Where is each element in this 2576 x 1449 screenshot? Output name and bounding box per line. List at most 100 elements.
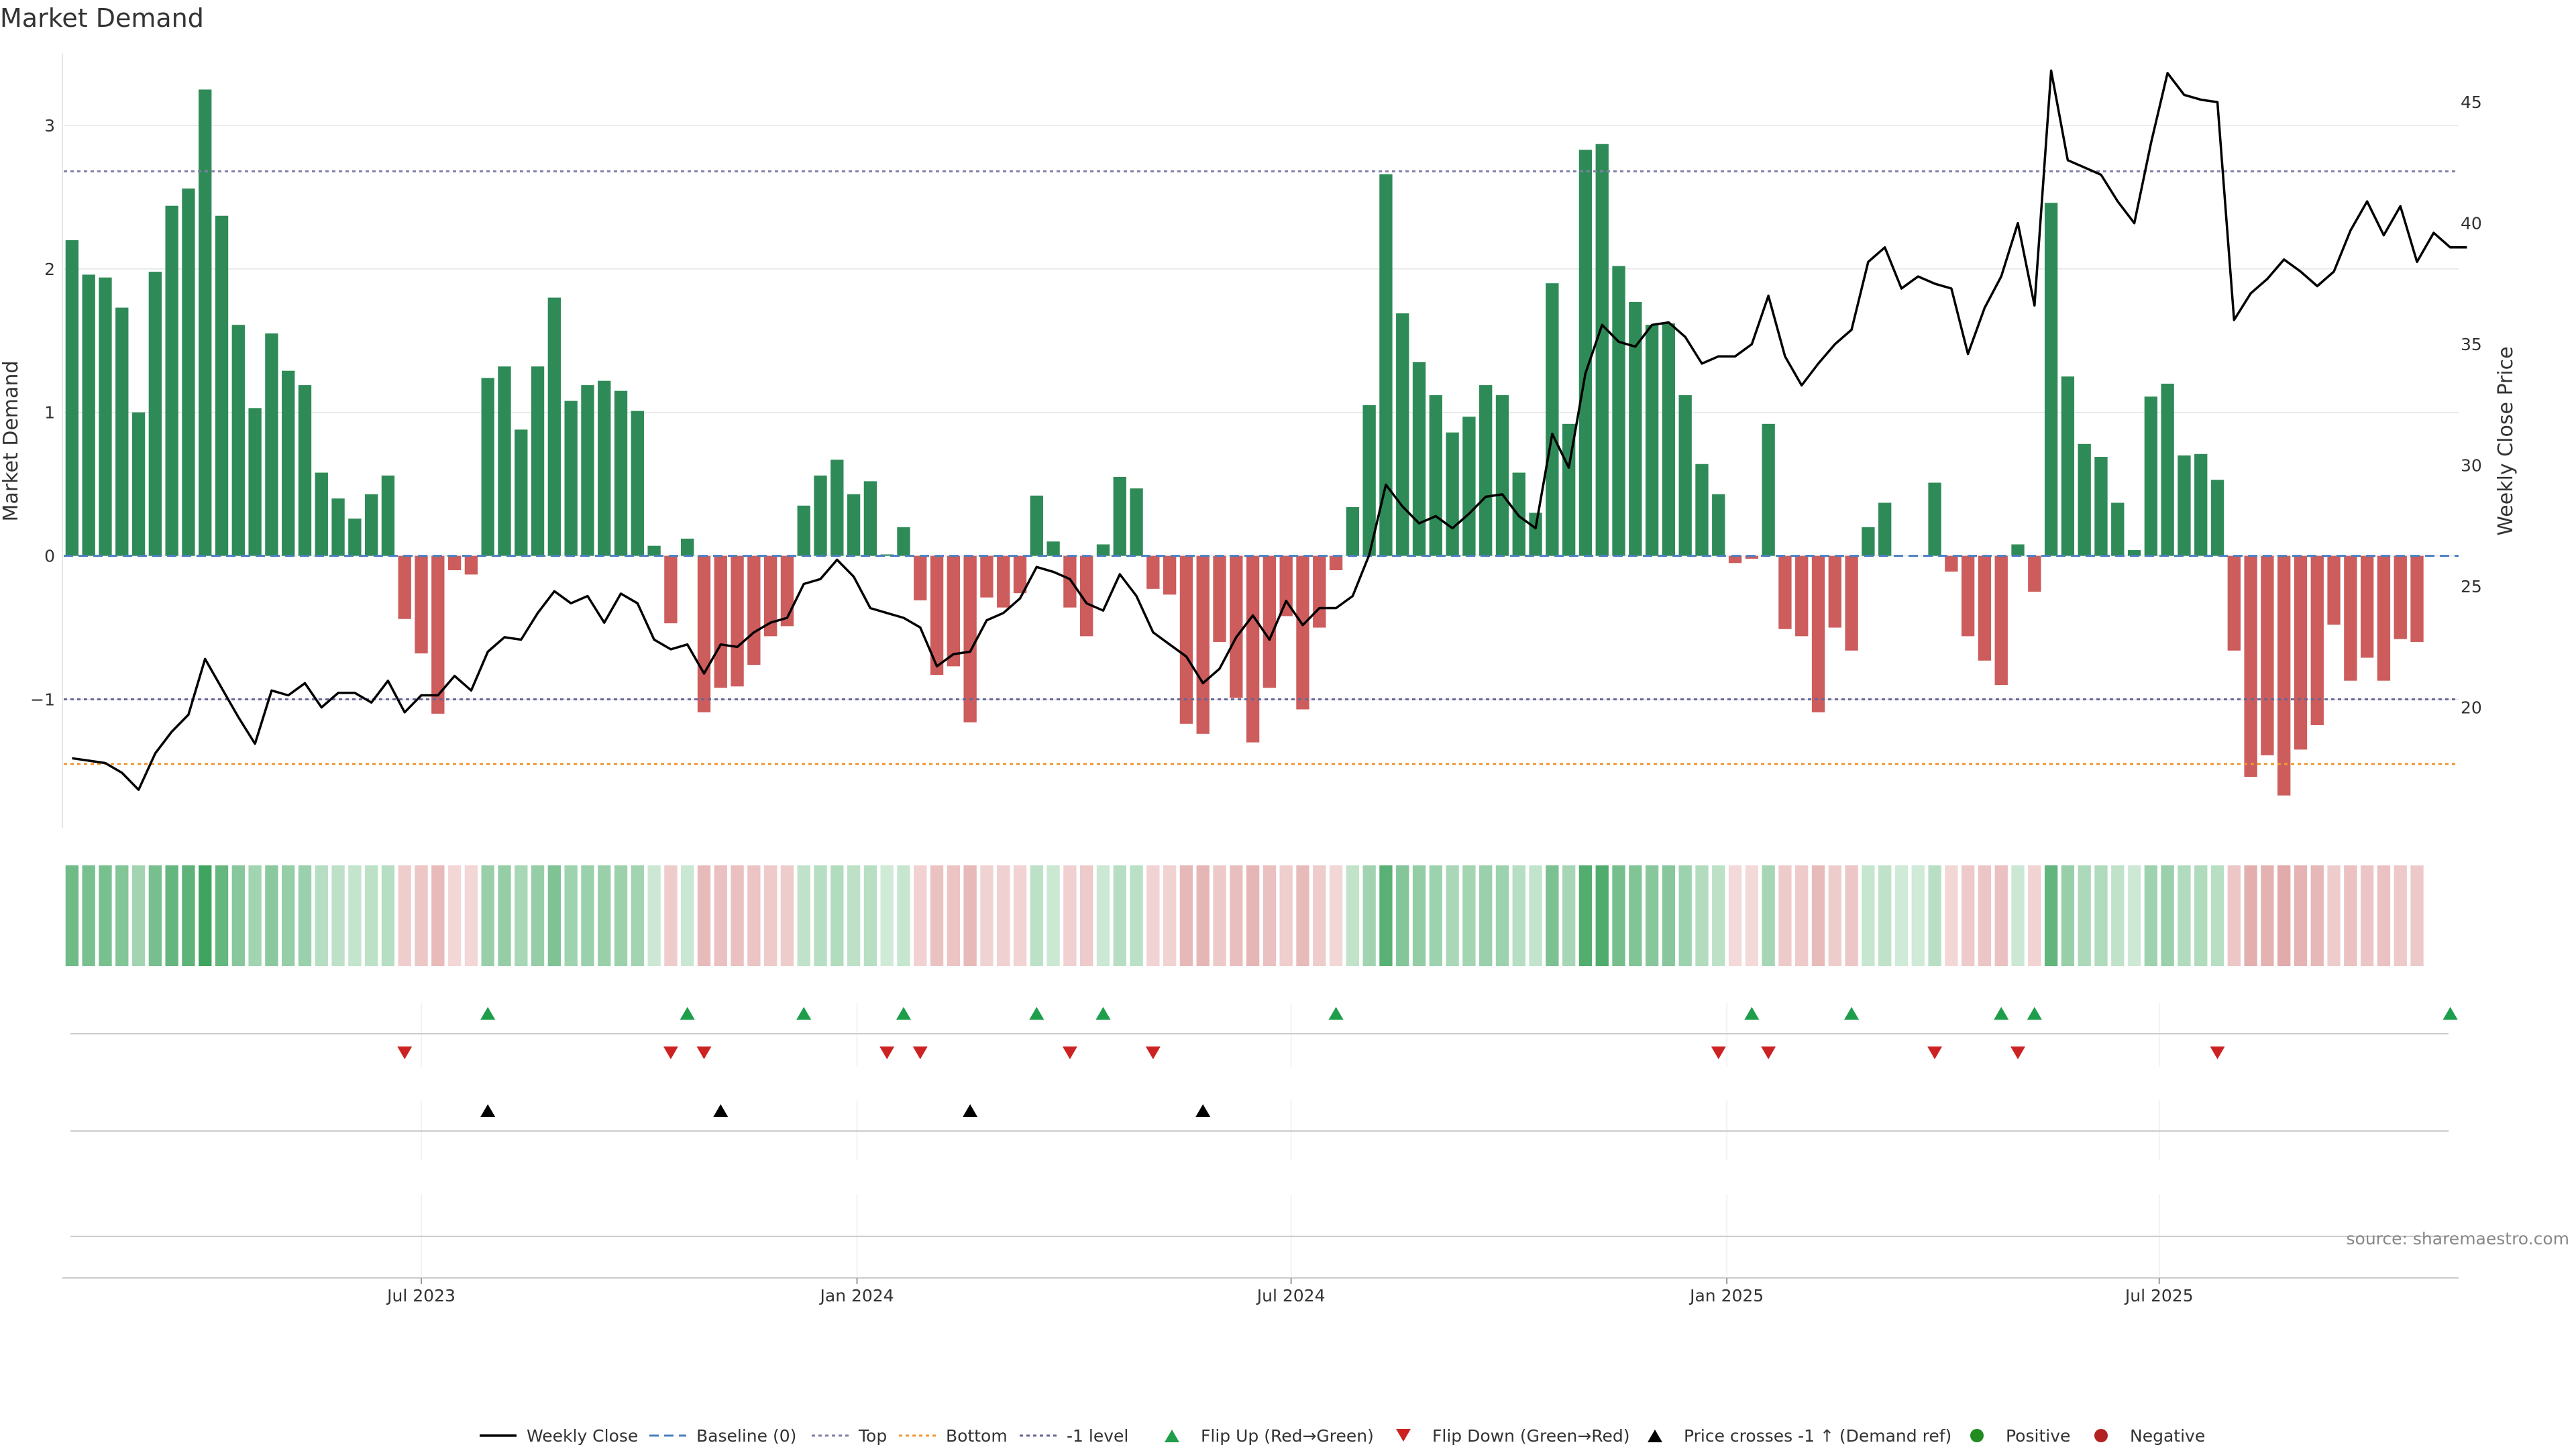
flip-up-marker — [896, 1007, 911, 1020]
demand-bar — [1462, 417, 1476, 556]
y-left-tick-label: 3 — [44, 116, 55, 136]
heat-cell — [131, 865, 146, 966]
heat-cell — [115, 865, 129, 966]
heat-cell — [1629, 865, 1642, 966]
demand-bar — [182, 189, 195, 556]
demand-bar — [2178, 455, 2191, 556]
flip-down-marker — [879, 1046, 895, 1059]
demand-bar — [1778, 555, 1792, 629]
y-right-tick-label: 20 — [2461, 698, 2482, 718]
demand-bar — [1130, 488, 1143, 556]
heat-cell — [248, 865, 262, 966]
demand-bar — [1595, 144, 1609, 556]
demand-bar — [2111, 502, 2125, 556]
heat-cell — [1529, 865, 1542, 966]
heat-cell — [1945, 865, 1958, 966]
flip-up-marker — [2027, 1007, 2042, 1020]
demand-bar — [531, 366, 545, 556]
heat-cell — [2194, 865, 2208, 966]
heat-cell — [99, 865, 112, 966]
demand-bar — [797, 505, 810, 556]
heat-cell — [1179, 865, 1193, 966]
heat-cell — [1862, 865, 1875, 966]
heat-cell — [2410, 865, 2424, 966]
demand-bar — [1945, 555, 1958, 572]
demand-bar — [2194, 453, 2208, 556]
heat-cell — [1878, 865, 1892, 966]
demand-bar — [1279, 555, 1293, 616]
demand-bar — [1429, 395, 1442, 556]
demand-bar — [1678, 395, 1692, 556]
demand-bar — [547, 297, 561, 556]
y-left-tick-label: 1 — [44, 403, 55, 423]
demand-bar — [647, 545, 661, 556]
legend-label: Negative — [2130, 1426, 2205, 1446]
demand-bar — [1046, 541, 1060, 556]
demand-bar — [2210, 480, 2224, 556]
heat-cell — [331, 865, 345, 966]
heat-cell — [697, 865, 711, 966]
heat-cell — [614, 865, 628, 966]
demand-bar — [515, 429, 528, 556]
flip-up-marker — [1744, 1007, 1760, 1020]
flip-up-marker — [480, 1007, 496, 1020]
flip-down-marker — [696, 1046, 712, 1059]
heat-cell — [199, 865, 212, 966]
heat-cell — [1163, 865, 1177, 966]
demand-bar — [1396, 313, 1409, 556]
price-cross-marker — [1195, 1104, 1211, 1117]
demand-bar — [1263, 555, 1277, 688]
heat-cell — [2244, 865, 2257, 966]
demand-bar — [747, 555, 761, 665]
heat-cell — [564, 865, 578, 966]
legend-label: Flip Down (Green→Red) — [1432, 1426, 1630, 1446]
heat-cell — [681, 865, 694, 966]
demand-bar — [1612, 266, 1625, 556]
flip-markers-panel — [70, 1003, 2458, 1067]
heat-cell — [1230, 865, 1243, 966]
flip-down-marker — [1145, 1046, 1161, 1059]
heat-cell — [1928, 865, 1941, 966]
heat-cell — [381, 865, 395, 966]
demand-bar — [2011, 544, 2025, 556]
heat-cell — [215, 865, 229, 966]
heat-cell — [1828, 865, 1841, 966]
heat-cell — [1263, 865, 1277, 966]
heat-cell — [1429, 865, 1442, 966]
heat-cell — [1662, 865, 1676, 966]
flip-down-marker — [912, 1046, 928, 1059]
x-tick-label: Jul 2025 — [2124, 1286, 2194, 1305]
heat-cell — [2294, 865, 2308, 966]
demand-bar — [431, 555, 445, 714]
demand-bar — [1862, 527, 1875, 556]
demand-bar — [947, 555, 961, 667]
demand-bar — [1662, 323, 1676, 556]
y-right-tick-label: 45 — [2461, 93, 2482, 112]
demand-bar — [1412, 362, 1426, 556]
demand-bar — [215, 215, 229, 556]
y-right-tick-label: 30 — [2461, 456, 2482, 476]
heat-cell — [1296, 865, 1309, 966]
demand-bar — [2028, 555, 2041, 592]
demand-bar — [631, 411, 644, 556]
heat-cell — [631, 865, 644, 966]
flip-up-marker — [1994, 1007, 2009, 1020]
demand-bar — [348, 519, 362, 556]
legend-label: Positive — [2006, 1426, 2070, 1446]
demand-bar — [814, 475, 827, 556]
heat-cell — [1130, 865, 1143, 966]
demand-bar — [1329, 555, 1343, 570]
demand-bar — [2244, 555, 2257, 777]
demand-bar — [1013, 555, 1027, 594]
legend-negative-swatch — [2094, 1429, 2108, 1442]
price-cross-marker — [480, 1104, 496, 1117]
demand-bar — [1163, 555, 1177, 595]
price-cross-marker — [963, 1104, 978, 1117]
demand-bar — [1978, 555, 1992, 661]
heat-cell — [2161, 865, 2174, 966]
heat-cell — [1479, 865, 1493, 966]
heat-cell — [2011, 865, 2025, 966]
demand-bar — [2327, 555, 2341, 625]
heat-cell — [2061, 865, 2075, 966]
heat-cell — [814, 865, 827, 966]
